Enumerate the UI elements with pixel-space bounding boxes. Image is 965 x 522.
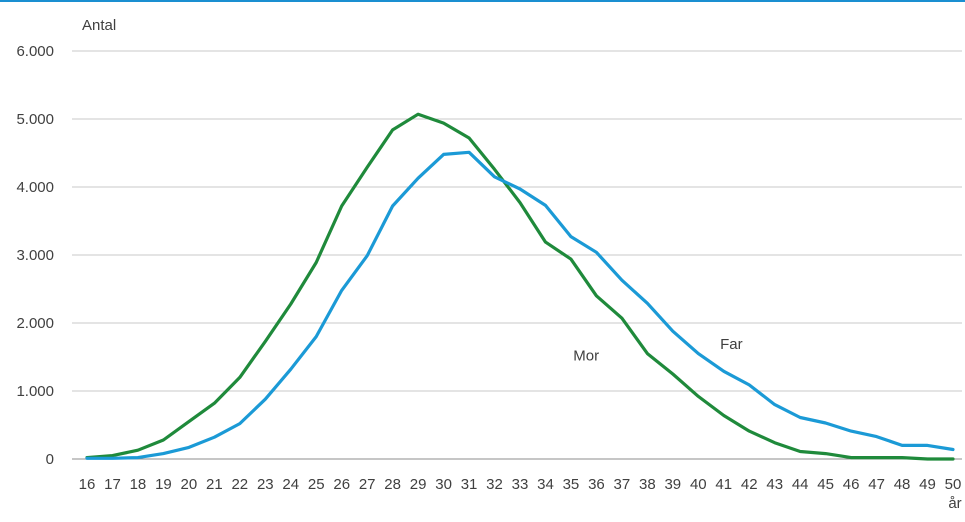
x-tick-label: 30 (435, 476, 452, 493)
x-tick-label: 19 (155, 476, 172, 493)
x-tick-label: 29 (410, 476, 427, 493)
x-tick-label: 48 (894, 476, 911, 493)
x-tick-label: 32 (486, 476, 503, 493)
series-label-far: Far (720, 336, 743, 353)
top-rule (0, 0, 965, 2)
x-tick-label: 44 (792, 476, 809, 493)
x-tick-label: 47 (868, 476, 885, 493)
x-tick-label: 33 (512, 476, 529, 493)
x-tick-label: 41 (715, 476, 732, 493)
x-tick-label: 16 (79, 476, 96, 493)
y-tick-label: 1.000 (16, 383, 54, 400)
y-tick-label: 0 (46, 451, 54, 468)
y-tick-label: 5.000 (16, 111, 54, 128)
series-lines (85, 112, 955, 461)
x-axis-unit-label: år (948, 495, 961, 512)
x-tick-label: 45 (817, 476, 834, 493)
x-tick-label: 26 (333, 476, 350, 493)
y-tick-label: 4.000 (16, 179, 54, 196)
x-tick-label: 31 (461, 476, 478, 493)
series-label-mor: Mor (573, 347, 599, 364)
x-tick-label: 42 (741, 476, 758, 493)
x-tick-label: 34 (537, 476, 554, 493)
x-tick-label: 38 (639, 476, 656, 493)
series-line-far (85, 150, 955, 460)
grid-lines (72, 50, 962, 460)
x-tick-label: 49 (919, 476, 936, 493)
x-tick-label: 21 (206, 476, 223, 493)
y-tick-label: 6.000 (16, 43, 54, 60)
x-tick-label: 39 (664, 476, 681, 493)
x-tick-label: 40 (690, 476, 707, 493)
x-tick-label: 35 (563, 476, 580, 493)
x-tick-label: 18 (130, 476, 147, 493)
x-tick-label: 17 (104, 476, 121, 493)
x-tick-label: 36 (588, 476, 605, 493)
y-tick-label: 3.000 (16, 247, 54, 264)
x-tick-label: 23 (257, 476, 274, 493)
x-tick-label: 28 (384, 476, 401, 493)
x-tick-label: 22 (231, 476, 248, 493)
x-tick-label: 37 (614, 476, 631, 493)
x-tick-label: 50 (945, 476, 962, 493)
x-tick-label: 46 (843, 476, 860, 493)
x-tick-label: 43 (766, 476, 783, 493)
series-annotations: Mor Far (573, 336, 742, 365)
y-axis-label: Antal (82, 17, 116, 34)
x-tick-label: 27 (359, 476, 376, 493)
y-tick-labels: 0 1.000 2.000 3.000 4.000 5.000 6.000 (16, 43, 54, 468)
series-line-mor (85, 112, 955, 461)
y-tick-label: 2.000 (16, 315, 54, 332)
x-tick-labels: 16 17 18 19 20 21 22 23 24 25 26 27 28 29 30 31 32 33 34 35… (79, 476, 962, 493)
x-tick-label: 24 (282, 476, 299, 493)
x-tick-label: 20 (181, 476, 198, 493)
x-tick-label: 25 (308, 476, 325, 493)
